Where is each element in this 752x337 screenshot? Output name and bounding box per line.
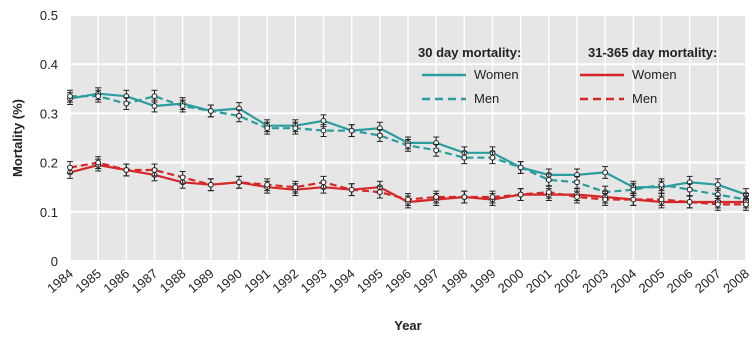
data-point (320, 117, 327, 124)
x-tick-label: 1989 (185, 266, 217, 296)
x-tick-label: 1985 (72, 266, 104, 296)
data-point (658, 196, 665, 203)
series-3 (67, 156, 749, 211)
x-tick-label: 1997 (410, 266, 442, 296)
data-point (461, 154, 468, 161)
x-tick-label: 2006 (664, 266, 696, 296)
data-point (686, 186, 693, 193)
data-point (630, 186, 637, 193)
x-tick-label: 2008 (720, 266, 752, 296)
y-axis-title: Mortality (%) (10, 99, 25, 177)
x-tick-label: 1991 (241, 266, 273, 296)
y-tick-label: 0 (51, 254, 58, 269)
data-point (123, 100, 130, 107)
data-point (489, 194, 496, 200)
data-point (151, 93, 158, 100)
data-point (179, 103, 186, 109)
data-point (602, 169, 609, 176)
y-tick-label: 0.3 (40, 106, 58, 121)
data-point (574, 179, 580, 186)
data-point (743, 201, 749, 208)
x-tick-label: 2003 (579, 266, 611, 296)
y-tick-label: 0.5 (40, 8, 58, 23)
data-point (95, 159, 102, 166)
data-point (545, 189, 552, 196)
x-tick-label: 1996 (382, 266, 414, 296)
data-point (433, 194, 440, 200)
data-point (348, 127, 355, 134)
data-point (348, 186, 355, 193)
data-point (658, 181, 665, 188)
data-point (292, 184, 299, 191)
x-tick-label: 1999 (467, 266, 499, 296)
x-tick-label: 1990 (213, 266, 245, 296)
x-tick-label: 2005 (636, 266, 668, 296)
data-point (151, 167, 158, 173)
x-axis-title: Year (394, 318, 421, 333)
data-point (67, 93, 73, 100)
data-point (602, 196, 609, 203)
data-point (405, 142, 411, 149)
data-point (545, 176, 552, 183)
data-point (264, 125, 271, 132)
data-point (714, 201, 721, 208)
data-point (376, 189, 383, 196)
x-tick-label: 2004 (607, 266, 639, 296)
legend-title: 30 day mortality: (418, 45, 521, 60)
legend-entry: Men (474, 91, 499, 106)
data-point (207, 181, 214, 188)
data-point (405, 196, 411, 203)
data-point (292, 125, 299, 132)
x-tick-label: 1988 (157, 266, 189, 296)
data-point (517, 191, 524, 198)
x-tick-label: 2001 (523, 266, 555, 296)
x-tick-label: 1994 (326, 266, 358, 296)
data-point (151, 103, 158, 109)
data-point (714, 181, 721, 188)
x-tick-label: 1986 (100, 266, 132, 296)
data-point (574, 194, 580, 200)
data-point (461, 194, 468, 200)
data-point (320, 127, 327, 134)
data-point (236, 179, 242, 186)
x-tick-label: 1992 (269, 266, 301, 296)
x-tick-label: 2007 (692, 266, 724, 296)
x-tick-label: 2002 (551, 266, 583, 296)
data-point (489, 154, 496, 161)
data-point (95, 93, 102, 100)
data-point (67, 164, 73, 171)
legend-entry: Women (474, 67, 519, 82)
data-point (123, 167, 130, 173)
legend-title: 31-365 day mortality: (588, 45, 717, 60)
data-point (686, 199, 693, 205)
y-tick-label: 0.4 (40, 57, 58, 72)
data-point (320, 179, 327, 186)
data-point (433, 147, 440, 154)
data-point (236, 112, 242, 119)
y-tick-label: 0.2 (40, 156, 58, 171)
series-1 (67, 89, 749, 206)
data-point (179, 174, 186, 181)
x-tick-label: 1984 (44, 266, 76, 296)
data-point (630, 196, 637, 203)
x-tick-label: 1998 (438, 266, 470, 296)
x-tick-label: 1993 (298, 266, 330, 296)
y-tick-label: 0.1 (40, 205, 58, 220)
legend-entry: Women (632, 67, 677, 82)
x-tick-label: 1987 (129, 266, 161, 296)
data-point (264, 181, 271, 188)
x-tick-label: 2000 (495, 266, 527, 296)
data-point (376, 132, 383, 139)
data-point (207, 108, 214, 114)
x-tick-label: 1995 (354, 266, 386, 296)
legend-entry: Men (632, 91, 657, 106)
data-point (517, 164, 524, 171)
